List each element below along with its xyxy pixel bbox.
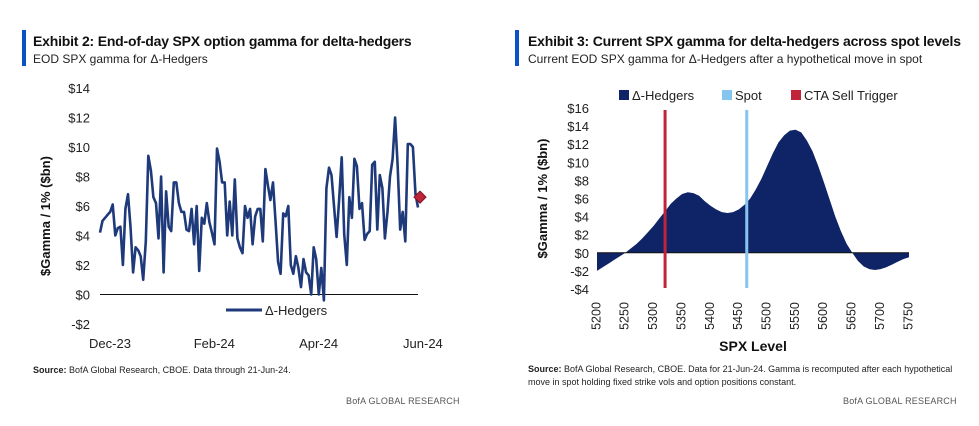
y-tick-label: $2	[76, 258, 90, 273]
x-tick-label: 5450	[731, 302, 745, 330]
y-tick-label: $12	[68, 111, 90, 126]
x-tick-label: 5550	[788, 302, 802, 330]
legend-label-cta: CTA Sell Trigger	[804, 88, 898, 103]
exhibit-2-chart: -$2 $0 $2 $4 $6 $8 $10 $12 $14 $Gamma / 1% ($bn) D…	[38, 81, 443, 351]
exhibit-2-panel: Exhibit 2: End-of-day SPX option gamma f…	[0, 0, 480, 426]
y-tick-label: $8	[575, 173, 589, 188]
legend-label-delta-hedgers: Δ-Hedgers	[632, 88, 695, 103]
exhibit-3-chart: -$4 -$2 $0 $2 $4 $6 $8 $10 $12 $14 $16 $Gamma / 1% …	[535, 88, 915, 354]
y-tick-label: $6	[76, 199, 90, 214]
x-tick-label: 5350	[674, 302, 688, 330]
x-tick-label: 5750	[901, 302, 915, 330]
exhibit-3-panel: Exhibit 3: Current SPX gamma for delta-h…	[497, 0, 979, 426]
exhibit-2-source: Source: BofA Global Research, CBOE. Data…	[33, 364, 473, 377]
legend-swatch-spot	[722, 90, 732, 100]
last-value-marker	[413, 190, 427, 204]
source-text: BofA Global Research, CBOE. Data for 21-…	[528, 364, 953, 387]
y-tick-label: $2	[575, 228, 589, 243]
y-tick-label: $0	[76, 288, 90, 303]
y-tick-label: $14	[567, 119, 589, 134]
y-tick-label: -$2	[570, 264, 589, 279]
legend-label-delta-hedgers: Δ-Hedgers	[265, 303, 328, 318]
y-tick-label: $10	[567, 155, 589, 170]
exhibit-2-subtitle: EOD SPX gamma for Δ-Hedgers	[33, 52, 208, 66]
y-axis-label: $Gamma / 1% ($bn)	[535, 139, 550, 259]
legend-label-spot: Spot	[735, 88, 762, 103]
series-line-delta-hedgers	[98, 116, 420, 302]
x-tick-label: Feb-24	[194, 336, 235, 351]
y-tick-label: $16	[567, 101, 589, 116]
y-tick-label: $4	[575, 210, 589, 225]
legend-swatch-cta	[791, 90, 801, 100]
x-tick-label: 5600	[816, 302, 830, 330]
x-tick-label: 5700	[873, 302, 887, 330]
legend-swatch-delta-hedgers	[619, 90, 629, 100]
exhibit-3-source: Source: BofA Global Research, CBOE. Data…	[528, 363, 958, 389]
y-tick-label: -$4	[570, 282, 589, 297]
y-axis-label: $Gamma / 1% ($bn)	[38, 156, 53, 276]
source-label: Source:	[528, 364, 562, 374]
y-tick-label: $10	[68, 140, 90, 155]
accent-bar	[22, 30, 26, 66]
source-text: BofA Global Research, CBOE. Data through…	[69, 365, 291, 375]
y-tick-label: $12	[567, 137, 589, 152]
x-tick-label: 5650	[845, 302, 859, 330]
accent-bar	[515, 30, 519, 66]
y-tick-label: $14	[68, 81, 90, 96]
brand-footer: BofA GLOBAL RESEARCH	[346, 396, 460, 406]
y-tick-label: $0	[575, 246, 589, 261]
brand-footer: BofA GLOBAL RESEARCH	[843, 396, 957, 406]
x-tick-label: 5500	[759, 302, 773, 330]
x-tick-label: Dec-23	[89, 336, 131, 351]
x-tick-label: Apr-24	[299, 336, 338, 351]
source-label: Source:	[33, 365, 67, 375]
exhibit-2-title: Exhibit 2: End-of-day SPX option gamma f…	[33, 33, 412, 49]
y-tick-label: $4	[76, 229, 90, 244]
y-tick-label: $6	[575, 192, 589, 207]
x-tick-label: Jun-24	[403, 336, 443, 351]
x-tick-label: 5200	[589, 302, 603, 330]
y-tick-label: -$2	[71, 317, 90, 332]
x-tick-label: 5250	[618, 302, 632, 330]
exhibit-3-subtitle: Current EOD SPX gamma for Δ-Hedgers afte…	[528, 52, 923, 66]
exhibit-3-title: Exhibit 3: Current SPX gamma for delta-h…	[528, 33, 961, 49]
x-tick-label: 5400	[703, 302, 717, 330]
y-tick-label: $8	[76, 170, 90, 185]
x-axis-label: SPX Level	[719, 338, 787, 354]
area-delta-hedgers	[597, 129, 909, 271]
x-tick-label: 5300	[646, 302, 660, 330]
